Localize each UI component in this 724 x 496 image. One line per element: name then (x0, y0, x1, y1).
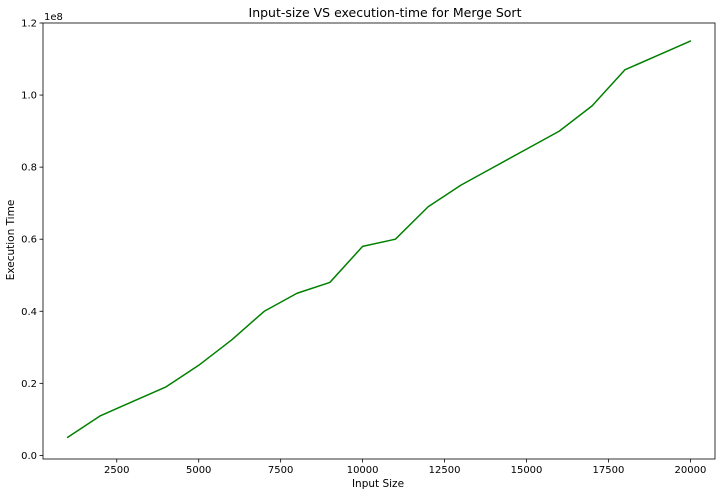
x-axis-label: Input Size (352, 478, 404, 490)
y-axis-offset-label: 1e8 (44, 12, 63, 23)
y-axis-label: Execution Time (5, 200, 17, 281)
y-tick-label: 0.8 (21, 163, 37, 174)
x-tick-label: 7500 (268, 465, 293, 476)
x-tick-label: 10000 (347, 465, 379, 476)
x-tick-label: 15000 (511, 465, 543, 476)
x-tick-label: 20000 (675, 465, 707, 476)
plot-area-frame (42, 22, 716, 460)
x-tick-label: 17500 (593, 465, 625, 476)
y-tick-label: 0.2 (21, 379, 37, 390)
series-layer (66, 40, 692, 439)
x-tick-label: 12500 (429, 465, 461, 476)
y-tick-label: 0.6 (21, 235, 37, 246)
y-tick-label: 1.0 (21, 91, 37, 102)
chart-title: Input-size VS execution-time for Merge S… (249, 5, 522, 20)
series-line (66, 40, 692, 439)
x-tick-label: 2500 (104, 465, 129, 476)
x-axis-ticks: 2500 5000 7500 10000 12500 15000 17500 20000 (104, 459, 706, 476)
x-tick-label: 5000 (186, 465, 211, 476)
y-axis-ticks: 0.0 0.2 0.4 0.6 0.8 1.0 1.2 (21, 19, 43, 462)
y-tick-label: 0.0 (21, 451, 37, 462)
y-tick-label: 1.2 (21, 19, 37, 30)
y-tick-label: 0.4 (21, 307, 37, 318)
